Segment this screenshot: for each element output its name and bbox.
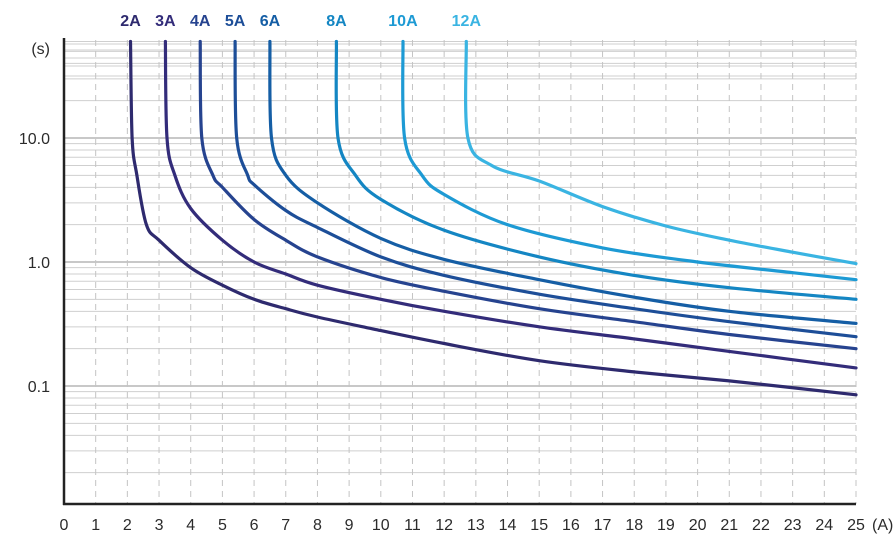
x-tick-label: 19 <box>657 517 675 534</box>
legend-label-10a: 10A <box>388 13 418 30</box>
x-tick-label: 15 <box>530 517 548 534</box>
x-tick-label: 8 <box>313 517 322 534</box>
x-tick-label: 24 <box>815 517 833 534</box>
x-tick-label: 25 <box>847 517 865 534</box>
series-line-6a <box>268 39 858 325</box>
x-tick-label: 14 <box>499 517 517 534</box>
legend-label-3a: 3A <box>155 13 176 30</box>
y-tick-label: 1.0 <box>28 255 50 272</box>
x-tick-label: 17 <box>594 517 612 534</box>
series-line-10a <box>401 39 858 282</box>
x-tick-label: 12 <box>435 517 453 534</box>
axes <box>62 38 856 506</box>
x-tick-label: 11 <box>404 517 421 534</box>
legend-label-5a: 5A <box>225 13 246 30</box>
x-tick-label: 10 <box>372 517 390 534</box>
grid <box>64 40 857 504</box>
x-tick-label: 4 <box>186 517 195 534</box>
y-axis-label: (s) <box>31 41 50 58</box>
x-tick-label: 7 <box>281 517 290 534</box>
x-tick-label: 16 <box>562 517 580 534</box>
series-line-8a <box>334 39 858 301</box>
x-tick-label: 21 <box>720 517 738 534</box>
legend-label-12a: 12A <box>452 13 482 30</box>
series-line-5a <box>233 39 858 339</box>
x-tick-label: 22 <box>752 517 770 534</box>
series-line-2a <box>128 39 858 397</box>
x-tick-label: 9 <box>345 517 354 534</box>
x-tick-label: 3 <box>155 517 164 534</box>
legend-label-4a: 4A <box>190 13 211 30</box>
x-tick-label: 0 <box>60 517 69 534</box>
x-tick-label: 1 <box>91 517 100 534</box>
x-tick-label: 2 <box>123 517 132 534</box>
x-tick-label: 23 <box>784 517 802 534</box>
series-lines <box>128 39 858 397</box>
legend-label-2a: 2A <box>120 13 141 30</box>
y-tick-label: 10.0 <box>19 131 50 148</box>
y-tick-label: 0.1 <box>28 379 50 396</box>
tick-labels: 0 1 2 3 4 5 6 7 8 9 10 11 12 13 14 15 16 17 18 19 20 21 22 23 24… <box>19 41 893 534</box>
legend-label-8a: 8A <box>326 13 347 30</box>
x-tick-label: 6 <box>250 517 259 534</box>
x-tick-label: 13 <box>467 517 485 534</box>
x-tick-label: 5 <box>218 517 227 534</box>
legend-label-6a: 6A <box>260 13 281 30</box>
series-line-4a <box>198 39 858 351</box>
series-line-12a <box>464 39 858 266</box>
x-tick-label: 20 <box>689 517 707 534</box>
series-line-3a <box>163 39 858 370</box>
x-axis-label: (A) <box>872 517 893 534</box>
legend: 2A 3A 4A 5A 6A 8A 10A 12A <box>120 13 481 30</box>
x-tick-label: 18 <box>625 517 643 534</box>
